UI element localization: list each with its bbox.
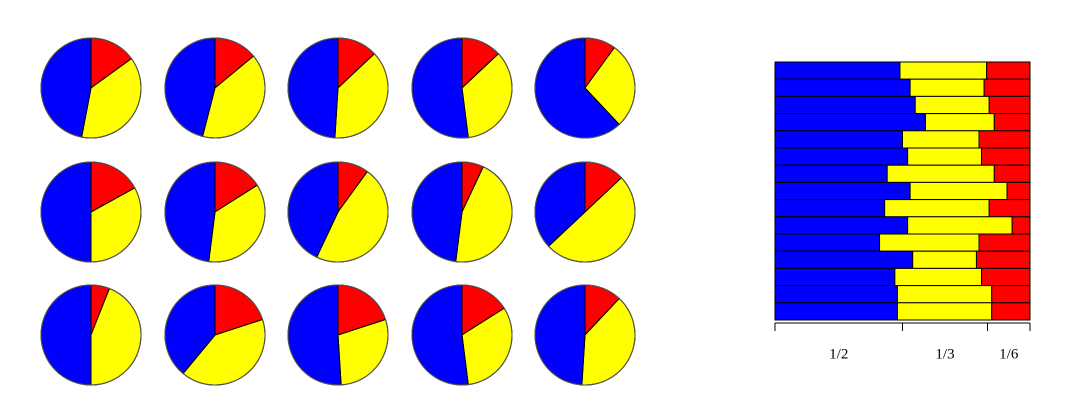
pie-outline [164,284,266,386]
bar-segment [774,233,881,252]
bar-segment [981,267,1031,287]
pie-outline [534,161,636,263]
pie-outline [411,161,513,263]
bar-segment [978,130,1031,149]
bar-segment [907,216,1013,235]
bar-segment [1006,181,1031,201]
axis-label: 1/3 [935,346,954,362]
bar-segment [774,113,926,132]
pie-outline [164,161,266,263]
pie-outline [40,37,142,139]
bar-segment [896,285,993,304]
pie-outline [164,37,266,139]
bar-segment [991,302,1031,321]
bar-segment [914,95,990,115]
bar-segment [909,78,985,97]
pie-slice [40,161,92,263]
bar-segment [909,181,1008,201]
pie-slice [40,37,92,138]
pie-outline [411,37,513,139]
bar-segment [978,233,1031,252]
pie-slice [287,284,342,386]
axis-label: 1/2 [829,346,848,362]
bar-segment [988,95,1031,115]
bar-segment [907,147,983,166]
bar-segment [774,285,898,304]
bar-segment [902,130,980,149]
bar-segment [899,61,988,80]
bar-segment [983,78,1031,97]
pie-slice [164,161,216,263]
bar-segment [991,285,1031,304]
bar-segment [774,216,909,235]
pie-slice [411,37,469,139]
pie-outline [287,37,389,139]
bar-segment [975,250,1031,269]
bar-segment [912,250,977,269]
pie-slice [534,284,586,386]
pie-slice [287,37,339,139]
bar-segment [774,78,911,97]
pie-outline [534,284,636,386]
bar-segment [774,130,903,149]
pie-slice [411,161,463,263]
bar-segment [896,302,993,321]
bar-segment [774,61,901,80]
pie-outline [411,284,513,386]
pie-slice [411,284,469,386]
bar-segment [774,164,888,183]
bar-segment [774,199,886,218]
pie-outline [534,37,636,139]
bar-segment [774,181,911,201]
bar-segment [993,164,1031,183]
pie-outline [40,284,142,386]
pie-outline [287,161,389,263]
pie-outline [40,161,142,263]
bar-segment [774,302,898,321]
bar-segment [981,147,1031,166]
bar-segment [884,199,990,218]
bar-segment [894,267,983,287]
bar-segment [879,233,980,252]
axis-label: 1/6 [999,346,1019,362]
bar-segment [886,164,995,183]
bar-segment [1011,216,1031,235]
bar-segment [988,199,1031,218]
bar-segment [993,113,1031,132]
bar-segment [986,61,1031,80]
bar-segment [924,113,995,132]
pie-outline [287,284,389,386]
pie-slice [40,284,92,386]
bar-segment [774,267,896,287]
bar-segment [774,250,914,269]
bar-segment [774,95,916,115]
bar-segment [774,147,909,166]
